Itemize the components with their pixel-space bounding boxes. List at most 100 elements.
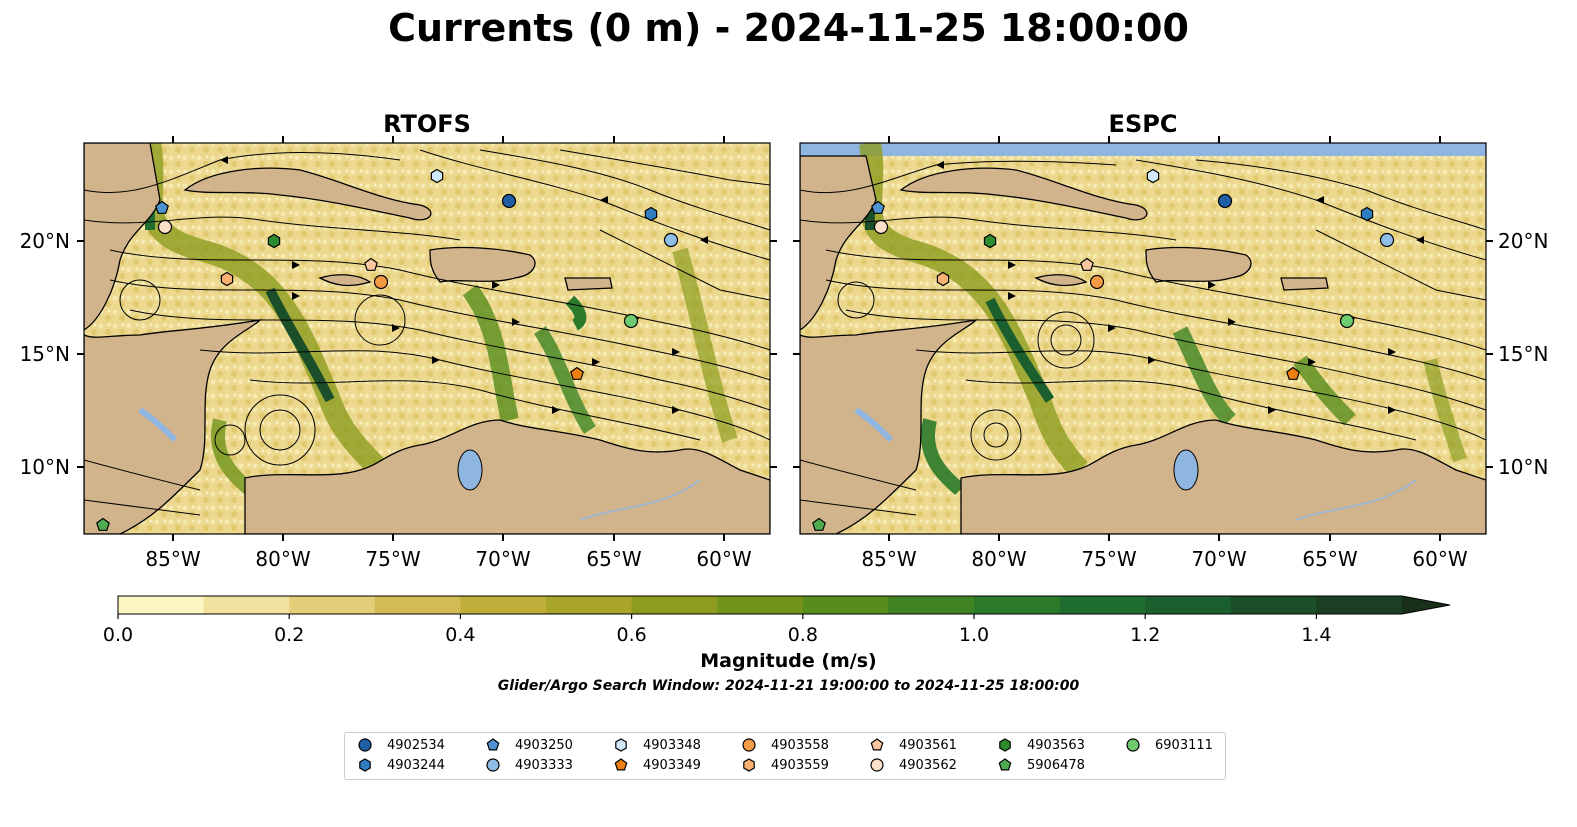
colorbar-segment [1145,596,1232,614]
pentagon-marker-icon [870,738,884,751]
lat-tick-label: 15°N [20,342,70,366]
colorbar-segment [118,596,205,614]
float-marker [983,233,997,249]
float-marker [623,313,639,329]
lake-maracaibo [1173,449,1199,491]
strong-current-core [265,287,335,403]
legend-marker [614,758,628,771]
legend-marker [743,758,755,772]
strong-current-band [1293,355,1356,426]
lon-tick-label: 70°W [1191,547,1246,571]
legend-marker [615,738,627,752]
legend-label: 4903562 [899,757,957,773]
float-marker [1379,232,1395,248]
lon-tick-label: 75°W [365,547,420,571]
legend-marker [358,738,372,752]
streamlines [800,159,1486,516]
legend-item: 4902534 [357,737,445,753]
float-marker [220,271,234,287]
float-markers [96,168,1395,531]
float-marker [364,257,378,271]
lat-tick-label: 20°N [1498,229,1548,253]
legend-marker [359,758,371,772]
land-jamaica [318,274,372,287]
lon-tick-label: 60°W [1412,547,1467,571]
legend-item: 4903563 [997,737,1085,753]
float-marker [1339,313,1355,329]
colorbar-segment [631,596,718,614]
legend-label: 4903558 [771,737,829,753]
streamline-arrows [936,161,1424,414]
float-marker [1286,366,1300,380]
hexagon-marker-icon [999,738,1011,752]
legend-item: 4903559 [741,757,829,773]
float-marker [1146,168,1160,184]
circle-marker-icon [870,758,884,772]
land-yucatan [800,155,877,331]
lon-tick-label: 65°W [586,547,641,571]
legend-item: 4903562 [869,757,957,773]
legend-label: 4903348 [643,737,701,753]
circle-marker-icon [742,738,756,752]
pentagon-marker-icon [614,758,628,771]
colorbar-tick-label: 0.4 [445,624,475,646]
legend-item: 4903244 [357,757,445,773]
lon-tick-label: 80°W [971,547,1026,571]
legend-label: 4903333 [515,757,573,773]
legend-marker [999,738,1011,752]
legend-item: 4903250 [485,737,573,753]
legend-item: 6903111 [1125,737,1213,753]
legend-item: 4903349 [613,757,701,773]
float-marker [1360,206,1374,222]
colorbar-segment [802,596,889,614]
lat-tick-label: 15°N [1498,342,1548,366]
lon-tick-label: 85°W [861,547,916,571]
legend-item: 4903348 [613,737,701,753]
colorbar-segment [289,596,376,614]
legend-item: 4903558 [741,737,829,753]
lat-tick-label: 10°N [1498,455,1548,479]
axis-ticks: 85°W 80°W 75°W 70°W 65°W 60°W 85°W 80°W 75°W 70°W… [20,136,1548,571]
float-marker [373,274,389,290]
colorbar-segment [888,596,975,614]
colorbar-segment [203,596,290,614]
land-puerto-rico [564,277,613,291]
colorbar-tick-label: 0.6 [616,624,646,646]
figure-title: Currents (0 m) - 2024-11-25 18:00:00 [388,6,1189,50]
legend-marker [870,758,884,772]
lat-tick-label: 10°N [20,455,70,479]
colorbar-tick-label: 0.8 [788,624,818,646]
float-marker [663,232,679,248]
float-marker [96,517,110,531]
colorbar-tick-label: 0.0 [103,624,133,646]
land-hispaniola [1145,246,1252,283]
panel-title-rtofs: RTOFS [383,110,471,138]
land-cuba [899,167,1148,221]
colorbar-segment [974,596,1061,614]
float-marker [644,206,658,222]
float-marker [267,233,281,249]
colorbar-segment [1316,596,1403,614]
circle-marker-icon [486,758,500,772]
espc-panel: ESPC [799,110,1487,535]
strong-current-band [672,247,738,443]
float-marker [1217,193,1233,209]
legend-item: 5906478 [997,757,1085,773]
lon-tick-label: 75°W [1081,547,1136,571]
lon-tick-label: 85°W [145,547,200,571]
colorbar-segment [460,596,547,614]
lon-tick-label: 65°W [1302,547,1357,571]
float-marker [157,219,173,235]
espc-frame [799,142,1487,535]
float-marker [155,200,169,214]
legend-label: 4903563 [1027,737,1085,753]
circle-marker-icon [358,738,372,752]
strong-current-core [565,295,587,331]
lon-tick-label: 70°W [475,547,530,571]
hexagon-marker-icon [743,758,755,772]
lake-nicaragua [138,407,178,443]
legend-marker [870,738,884,751]
legend-label: 4903559 [771,757,829,773]
pentagon-marker-icon [486,738,500,751]
